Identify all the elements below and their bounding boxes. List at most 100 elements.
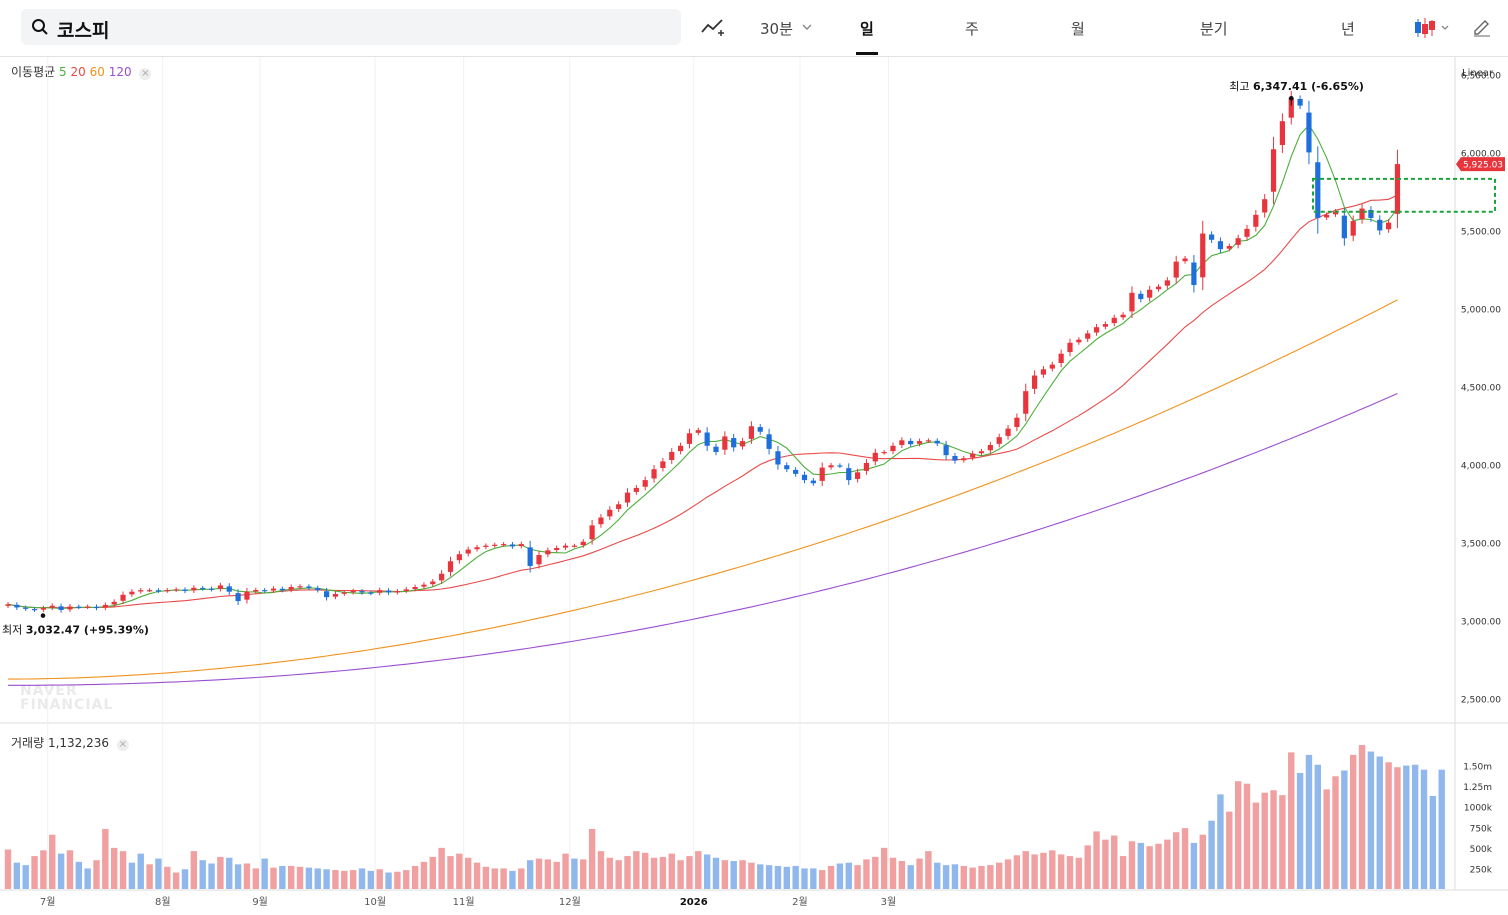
candle-body bbox=[1040, 369, 1047, 375]
candle-body bbox=[890, 445, 896, 452]
volume-bar bbox=[190, 851, 198, 889]
candle-body bbox=[925, 440, 931, 442]
volume-bar bbox=[597, 851, 605, 889]
volume-bar bbox=[1279, 795, 1286, 889]
candle-body bbox=[173, 589, 179, 591]
volume-bar bbox=[916, 858, 923, 889]
candle-body bbox=[40, 608, 46, 610]
candle-body bbox=[846, 468, 852, 481]
candle-body bbox=[182, 589, 188, 591]
volume-bar bbox=[332, 870, 339, 889]
candle-body bbox=[1138, 293, 1144, 300]
candle-body bbox=[147, 590, 153, 592]
candle-body bbox=[1120, 314, 1126, 318]
volume-bar bbox=[234, 864, 242, 889]
candle-body bbox=[766, 434, 772, 449]
candle-body bbox=[934, 440, 940, 444]
volume-bar bbox=[1243, 783, 1251, 889]
ma-5-label: 5 bbox=[59, 65, 67, 79]
x-tick-label: 12월 bbox=[559, 896, 581, 908]
candle-type-icon[interactable] bbox=[1413, 16, 1453, 42]
volume-bar bbox=[509, 870, 516, 889]
candle-body bbox=[872, 452, 878, 462]
volume-bar bbox=[765, 865, 773, 889]
volume-bar bbox=[1323, 789, 1330, 889]
candle-body bbox=[952, 455, 958, 461]
interval-select[interactable]: 30분 bbox=[760, 20, 793, 38]
candle-body bbox=[527, 547, 533, 566]
candle-body bbox=[970, 453, 976, 458]
tab-day[interactable]: 일 bbox=[860, 20, 874, 38]
candle-body bbox=[828, 465, 834, 468]
candle-body bbox=[589, 525, 595, 540]
volume-bar bbox=[606, 857, 613, 889]
candle-body bbox=[1129, 292, 1135, 312]
search-box[interactable]: 코스피 bbox=[21, 9, 681, 45]
chart-draw-icon[interactable] bbox=[700, 16, 726, 40]
tab-year[interactable]: 년 bbox=[1341, 20, 1355, 38]
candle-body bbox=[678, 445, 684, 452]
volume-bar bbox=[1358, 745, 1366, 889]
volume-legend-value: 1,132,236 bbox=[47, 736, 110, 750]
price-tick-label: 6,000.00 bbox=[1461, 149, 1501, 159]
volume-bar bbox=[1004, 859, 1012, 889]
candle-body bbox=[837, 465, 843, 467]
volume-bar bbox=[323, 869, 330, 889]
tab-quarter[interactable]: 분기 bbox=[1200, 20, 1228, 38]
low-marker bbox=[40, 613, 46, 618]
volume-bar bbox=[518, 868, 525, 889]
ma-20-line bbox=[7, 194, 1398, 609]
candle-body bbox=[722, 436, 728, 450]
candle-body bbox=[200, 587, 206, 590]
volume-bar bbox=[969, 867, 976, 889]
scale-mode-toggle[interactable]: Linear bbox=[1462, 68, 1494, 79]
volume-tick-label: 1000k bbox=[1464, 804, 1493, 814]
volume-bar bbox=[1155, 843, 1162, 889]
ma-120-label: 120 bbox=[108, 65, 132, 79]
candle-body bbox=[217, 585, 223, 589]
price-tick-label: 3,500.00 bbox=[1461, 540, 1501, 550]
close-icon[interactable]: × bbox=[139, 68, 152, 80]
candle-body bbox=[1315, 162, 1321, 218]
volume-bar bbox=[792, 865, 799, 889]
close-icon[interactable]: × bbox=[116, 739, 129, 751]
candle-body bbox=[1049, 364, 1055, 369]
candle-body bbox=[1058, 353, 1064, 363]
x-tick-label: 7월 bbox=[40, 896, 56, 908]
volume-bar bbox=[1137, 842, 1144, 889]
candle-body bbox=[1200, 233, 1206, 278]
chevron-down-icon[interactable] bbox=[802, 24, 812, 32]
volume-bar bbox=[164, 866, 171, 889]
candle-body bbox=[899, 440, 905, 445]
candle-body bbox=[562, 545, 569, 548]
volume-bar bbox=[1075, 857, 1083, 889]
candle-body bbox=[1191, 262, 1197, 286]
volume-bar bbox=[987, 865, 994, 889]
candle-body bbox=[474, 547, 480, 550]
candle-body bbox=[669, 452, 675, 460]
x-tick-label: 9월 bbox=[252, 896, 268, 908]
volume-bar bbox=[836, 863, 844, 889]
volume-bar bbox=[1111, 835, 1118, 889]
candle-body bbox=[908, 440, 914, 445]
volume-bar bbox=[1181, 828, 1189, 889]
candle-body bbox=[279, 588, 285, 591]
tab-month[interactable]: 월 bbox=[1071, 20, 1085, 38]
volume-bar bbox=[730, 861, 737, 889]
candle-body bbox=[5, 604, 11, 606]
candle-body bbox=[1023, 391, 1029, 414]
volume-bar bbox=[562, 853, 569, 889]
volume-bar bbox=[40, 850, 47, 889]
search-query[interactable]: 코스피 bbox=[57, 20, 110, 42]
price-tick-label: 4,500.00 bbox=[1461, 383, 1501, 393]
low-label: 최저 bbox=[2, 624, 26, 637]
volume-bar bbox=[199, 860, 206, 889]
candle-body bbox=[1102, 324, 1108, 327]
pencil-icon[interactable] bbox=[1472, 18, 1492, 38]
volume-bar bbox=[172, 872, 180, 889]
volume-bar bbox=[1376, 756, 1383, 889]
volume-bar bbox=[1190, 842, 1198, 889]
tab-week[interactable]: 주 bbox=[965, 20, 979, 38]
candle-body bbox=[536, 555, 542, 565]
